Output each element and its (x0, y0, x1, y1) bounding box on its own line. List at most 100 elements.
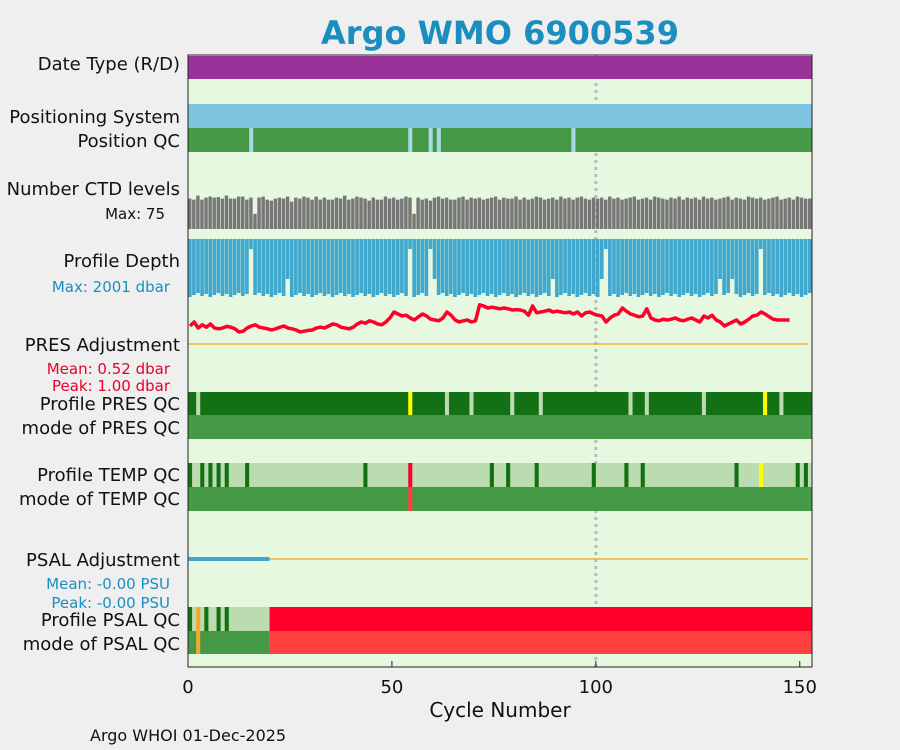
ctd-levels-bar (661, 198, 665, 229)
profile-depth-bar (216, 239, 221, 293)
profile-depth-bar (416, 239, 421, 295)
profile-temp-qc-dark (208, 463, 213, 487)
profile-depth-bar (583, 239, 588, 293)
profile-depth-bar (807, 239, 812, 293)
profile-depth-bar (265, 239, 270, 294)
profile-depth-bar (775, 239, 779, 294)
profile-depth-bar (322, 239, 327, 296)
profile-depth-bar (326, 239, 331, 294)
profile-depth-bar (192, 239, 196, 295)
position-qc-gap (408, 128, 413, 152)
ctd-levels-bar (518, 199, 522, 229)
mode-psal-qc-orange (196, 631, 201, 654)
profile-depth-bar (196, 239, 200, 293)
profile-depth-bar (473, 239, 478, 297)
ctd-levels-bar (261, 196, 265, 229)
ctd-levels-bar (281, 198, 286, 229)
ctd-levels-bar (734, 197, 738, 229)
ctd-levels-bar (477, 197, 482, 229)
ctd-levels-bar (200, 199, 204, 229)
profile-depth-bar (232, 239, 237, 295)
profile-depth-bar (669, 239, 673, 296)
profile-depth-bar (465, 239, 470, 296)
ctd-levels-bar (591, 197, 596, 229)
ctd-levels-bar (620, 199, 624, 229)
ctd-levels-bar (224, 195, 229, 229)
label-data-type: Date Type (R/D) (38, 54, 180, 75)
ctd-levels-bar (714, 199, 718, 229)
profile-depth-bar (391, 239, 396, 297)
profile-depth-bar (681, 239, 686, 295)
position-qc-gap (436, 128, 441, 152)
profile-depth-bar (750, 239, 755, 296)
ctd-levels-bar (763, 199, 767, 229)
profile-depth-bar (485, 239, 490, 296)
profile-pres-qc-bar (188, 392, 812, 415)
profile-depth-bar (693, 239, 698, 294)
profile-pres-qc-light (196, 392, 201, 415)
ctd-levels-bar (412, 213, 416, 229)
profile-depth-bar (342, 239, 347, 296)
ctd-levels-bar (555, 199, 559, 229)
profile-pres-qc-light (469, 392, 474, 415)
ctd-levels-bar (644, 197, 649, 229)
position-qc-gap (428, 128, 433, 152)
profile-depth-bar (714, 239, 718, 294)
profile-depth-bar (734, 239, 739, 294)
label-position-qc: Position QC (77, 131, 180, 152)
ctd-levels-bar (436, 196, 441, 229)
profile-depth-bar (783, 239, 788, 295)
mode-temp-qc-bar (188, 487, 812, 511)
profile-depth-bar (665, 239, 669, 293)
label-positioning-system: Positioning System (9, 107, 180, 128)
ctd-levels-bar (697, 199, 702, 229)
ctd-levels-bar (559, 196, 563, 229)
x-tick-label: 0 (182, 677, 193, 698)
ctd-levels-bar (347, 199, 351, 229)
profile-pres-qc-light (701, 392, 706, 415)
ctd-levels-bar (493, 196, 498, 229)
ctd-levels-bar (689, 198, 694, 229)
profile-temp-qc-dark (591, 463, 596, 487)
profile-depth-bar (575, 239, 580, 297)
profile-depth-bar (795, 239, 800, 294)
profile-depth-bar (359, 239, 363, 293)
ctd-levels-bar (563, 198, 567, 229)
ctd-levels-bar (628, 197, 632, 229)
profile-depth-bar (273, 239, 278, 295)
ctd-levels-bar (188, 198, 192, 229)
profile-depth-bar (481, 239, 486, 293)
profile-depth-bar (367, 239, 372, 294)
profile-depth-bar (420, 239, 425, 293)
profile-depth-bar (432, 239, 437, 279)
ctd-levels-bar (355, 196, 359, 229)
profile-depth-bar (502, 239, 506, 293)
ctd-levels-bar (722, 197, 726, 229)
label-pres-adjustment: PRES Adjustment (25, 335, 180, 356)
ctd-levels-bar (269, 200, 274, 229)
profile-depth-bar (657, 239, 661, 297)
ctd-levels-bar (196, 195, 200, 229)
profile-depth-bar (648, 239, 653, 296)
ctd-levels-bar (241, 196, 245, 229)
ctd-levels-bar (738, 198, 743, 229)
profile-pres-qc-yellow (763, 392, 768, 415)
profile-temp-qc-dark (795, 463, 800, 487)
ctd-levels-bar (783, 198, 787, 229)
profile-depth-bar (746, 239, 751, 293)
profile-depth-bar (375, 239, 380, 295)
profile-depth-bar (294, 239, 298, 295)
profile-depth-bar (599, 239, 604, 279)
ctd-levels-bar (665, 199, 669, 229)
ctd-levels-bar (322, 197, 327, 229)
profile-depth-bar (363, 239, 368, 296)
ctd-levels-bar (469, 197, 473, 229)
profile-depth-bar (428, 239, 433, 249)
profile-depth-bar (730, 239, 735, 279)
ctd-levels-bar (616, 197, 620, 229)
x-tick-label: 50 (380, 677, 403, 698)
ctd-levels-bar (440, 198, 445, 229)
profile-depth-bar (803, 239, 808, 295)
profile-depth-bar (587, 239, 592, 296)
profile-depth-bar (208, 239, 213, 297)
